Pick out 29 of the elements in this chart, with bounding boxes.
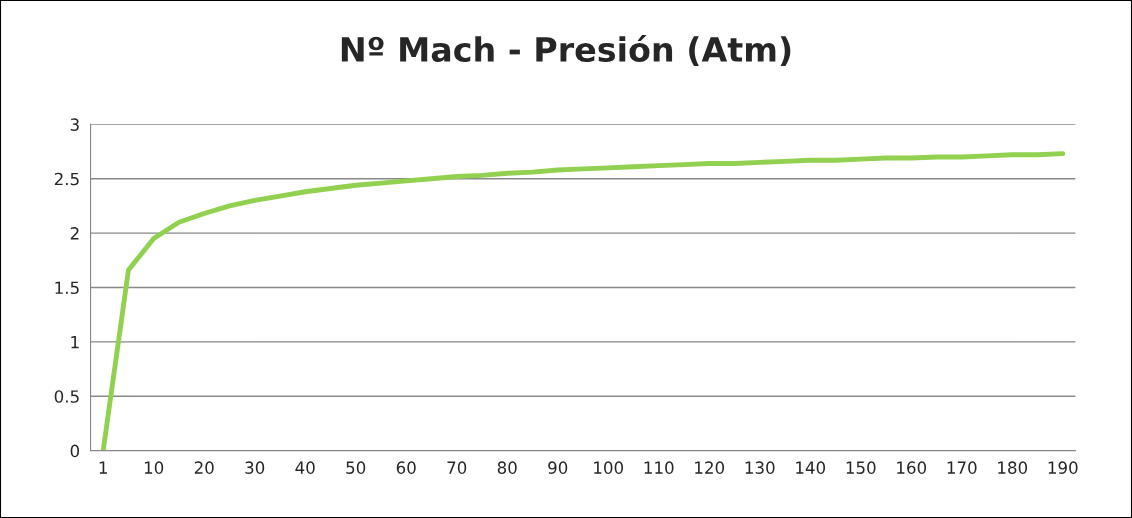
x-tick-label: 130	[745, 461, 775, 474]
y-tick-label: 0.5	[54, 390, 79, 403]
y-tick-label: 3	[70, 118, 79, 131]
y-tick-label: 0	[70, 444, 80, 458]
x-tick-label: 80	[497, 461, 517, 474]
line-series	[100, 151, 1066, 451]
x-tick-label: 120	[695, 461, 725, 474]
x-tick-label: 140	[796, 461, 826, 474]
x-tick-label: 10	[144, 461, 164, 474]
x-tick-label: 50	[346, 461, 366, 474]
x-tick-label: 160	[897, 461, 927, 474]
x-tick-label: 90	[548, 461, 568, 474]
x-tick-label: 190	[1048, 461, 1078, 474]
x-tick-label: 110	[644, 461, 674, 474]
y-tick-label: 2	[70, 227, 79, 240]
x-tick-label: 70	[447, 461, 467, 474]
x-tick-label: 60	[396, 461, 416, 474]
x-tick-label: 1	[99, 461, 107, 474]
y-tick-label: 1	[71, 336, 79, 349]
x-tick-label: 20	[194, 461, 214, 474]
x-tick-label: 180	[998, 461, 1028, 474]
y-tick-label: 2.5	[54, 172, 79, 186]
chart-title: Nº Mach - Presión (Atm)	[341, 34, 791, 66]
x-tick-label: 170	[947, 461, 977, 474]
y-tick-label: 1.5	[55, 281, 79, 295]
x-tick-label: 150	[846, 461, 876, 474]
x-tick-label: 40	[295, 461, 315, 474]
x-tick-label: 100	[594, 461, 624, 474]
x-tick-label: 30	[245, 461, 265, 474]
